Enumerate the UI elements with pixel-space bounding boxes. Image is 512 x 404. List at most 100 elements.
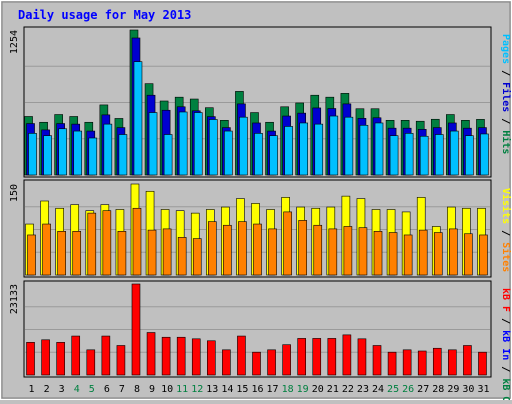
bar-pages-day-11 (178, 111, 188, 176)
day-label-5: 5 (89, 384, 95, 395)
legend-entry-hits: Hits (500, 130, 512, 154)
day-label-1: 1 (29, 384, 35, 395)
day-label-9: 9 (149, 384, 155, 395)
day-label-28: 28 (432, 384, 444, 395)
bar-pages-day-9 (148, 112, 158, 176)
bar-sites-day-17 (268, 228, 277, 276)
bar-pages-day-27 (419, 135, 429, 176)
requests-panel: 1254 Pages / Files / Hits (9, 26, 512, 178)
bar-sites-day-3 (57, 231, 66, 276)
chart-title: Daily usage for May 2013 (18, 8, 191, 22)
bar-kb-f-day-3 (56, 342, 65, 376)
y-max-label: 1254 (9, 30, 20, 54)
day-axis: 1 2 3 4 5 6 7 8 9 10 11 12 13 14 15 16 17 18 19 20 21 22 23 24 2… (29, 384, 490, 395)
bar-kb-f-day-2 (41, 339, 50, 376)
bar-sites-day-24 (373, 231, 383, 276)
bar-kb-f-day-11 (176, 336, 186, 376)
bar-sites-day-4 (72, 231, 82, 276)
legend: Visits / Sites (500, 188, 512, 272)
bar-sites-day-19 (298, 220, 307, 276)
bar-kb-f-day-21 (327, 338, 337, 376)
bar-pages-day-15 (239, 116, 248, 176)
bar-sites-day-28 (433, 232, 443, 276)
bar-sites-day-9 (147, 229, 157, 276)
bar-kb-f-day-26 (402, 349, 412, 376)
bar-sites-day-5 (87, 212, 97, 276)
legend-entry-kb-out: kB Out (500, 378, 511, 400)
day-label-22: 22 (342, 384, 354, 395)
day-label-14: 14 (221, 384, 233, 395)
day-label-3: 3 (59, 384, 65, 395)
bar-pages-day-4 (73, 130, 83, 176)
day-label-23: 23 (357, 384, 369, 395)
bar-pages-day-18 (284, 126, 293, 176)
bar-pages-day-13 (209, 119, 218, 176)
day-label-10: 10 (161, 384, 173, 395)
bar-pages-day-25 (389, 135, 399, 176)
bar-sites-day-6 (102, 210, 112, 276)
bar-kb-f-day-13 (207, 340, 216, 376)
bar-kb-f-day-25 (387, 351, 397, 376)
bar-kb-f-day-20 (312, 338, 322, 376)
bar-sites-day-22 (343, 226, 353, 276)
bar-pages-day-24 (374, 122, 384, 176)
day-label-16: 16 (251, 384, 263, 395)
day-label-25: 25 (387, 384, 399, 395)
bar-pages-day-17 (269, 135, 278, 176)
day-label-21: 21 (327, 384, 339, 395)
bar-sites-day-2 (42, 223, 51, 276)
legend-separator: / (500, 224, 511, 242)
bar-sites-day-29 (449, 228, 458, 276)
day-label-15: 15 (236, 384, 248, 395)
traffic-panel: 23133 kB F / kB In / kB Out (9, 280, 511, 404)
bar-pages-day-3 (58, 128, 67, 176)
bar-sites-day-14 (223, 224, 232, 276)
bar-sites-day-31 (479, 234, 488, 276)
bar-pages-day-12 (193, 112, 203, 176)
day-label-19: 19 (297, 384, 309, 395)
bar-sites-day-26 (403, 234, 413, 276)
bar-pages-day-22 (344, 116, 354, 176)
bar-pages-day-14 (224, 130, 233, 176)
bar-pages-day-19 (299, 122, 308, 176)
legend-entry-pages: Pages (500, 34, 511, 64)
legend-separator: / (500, 112, 511, 130)
bar-sites-day-30 (464, 233, 473, 276)
bar-pages-day-29 (450, 130, 459, 176)
bar-pages-day-5 (88, 137, 98, 176)
bar-kb-f-day-22 (342, 334, 352, 376)
legend-separator: / (500, 360, 511, 378)
bar-kb-f-day-28 (432, 347, 442, 376)
legend: kB F / kB In / kB Out (500, 288, 511, 400)
legend-separator: / (500, 312, 511, 330)
bar-kb-f-day-1 (26, 342, 35, 376)
bar-kb-f-day-24 (372, 345, 382, 376)
legend-entry-files: Files (500, 82, 512, 112)
bar-kb-f-day-30 (463, 345, 472, 376)
bar-kb-f-day-18 (282, 344, 291, 376)
day-label-2: 2 (44, 384, 50, 395)
bar-kb-f-day-19 (297, 338, 306, 376)
day-label-18: 18 (282, 384, 294, 395)
day-label-20: 20 (312, 384, 324, 395)
bar-pages-day-2 (43, 135, 52, 176)
bar-sites-day-21 (328, 228, 338, 276)
day-label-7: 7 (119, 384, 125, 395)
bar-pages-day-26 (404, 133, 414, 176)
day-label-13: 13 (206, 384, 218, 395)
bar-pages-day-20 (314, 123, 324, 176)
day-label-27: 27 (417, 384, 429, 395)
bar-kb-f-day-9 (146, 332, 156, 376)
bar-pages-day-6 (103, 123, 113, 176)
bar-kb-f-day-12 (191, 338, 201, 376)
bar-kb-f-day-14 (222, 349, 231, 376)
day-label-24: 24 (372, 384, 384, 395)
bar-sites-day-16 (253, 223, 262, 276)
y-max-label: 23133 (9, 284, 20, 314)
bar-pages-day-10 (163, 134, 173, 176)
legend-entry-sites: Sites (500, 242, 512, 272)
bar-kb-f-day-7 (116, 345, 126, 376)
